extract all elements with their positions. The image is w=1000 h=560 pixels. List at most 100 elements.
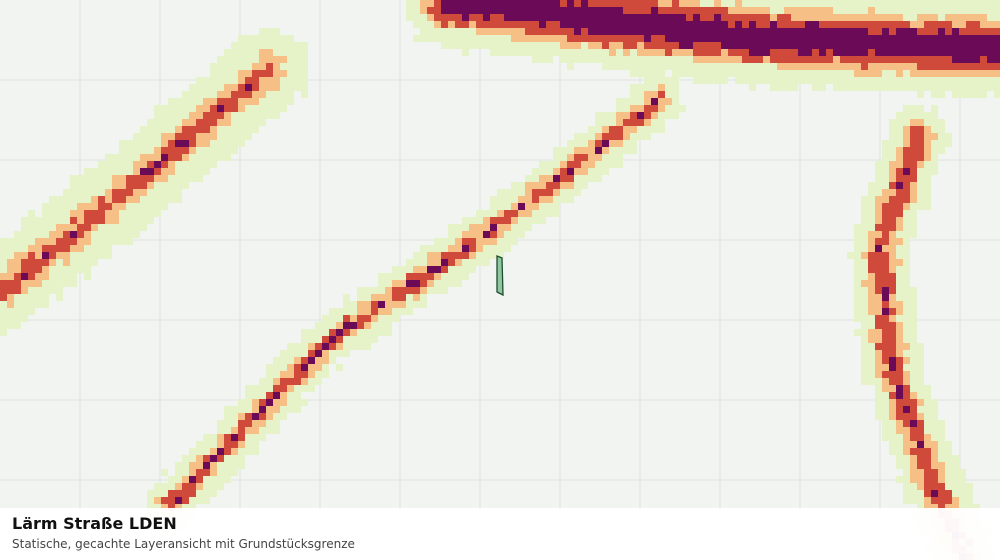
noise-band-high	[399, 287, 406, 294]
noise-band-high	[413, 287, 420, 294]
noise-band-low	[273, 357, 280, 364]
noise-band-high	[735, 14, 742, 21]
noise-band-low	[140, 217, 147, 224]
noise-band-low	[273, 364, 280, 371]
noise-band-low	[63, 273, 70, 280]
noise-band-high	[161, 161, 168, 168]
noise-band-low	[483, 245, 490, 252]
noise-band-low	[441, 28, 448, 35]
noise-band-high	[630, 7, 637, 14]
noise-band-medium	[266, 77, 273, 84]
noise-band-low	[462, 266, 469, 273]
noise-band-very-high	[889, 49, 896, 56]
noise-band-low	[952, 0, 959, 7]
noise-band-medium	[924, 14, 931, 21]
noise-band-low	[679, 105, 686, 112]
noise-band-high	[910, 140, 917, 147]
noise-band-low	[56, 287, 63, 294]
noise-band-low	[917, 378, 924, 385]
noise-band-low	[112, 161, 119, 168]
noise-band-low	[637, 91, 644, 98]
noise-band-high	[462, 252, 469, 259]
noise-band-high	[819, 56, 826, 63]
noise-band-low	[238, 399, 245, 406]
noise-band-high	[875, 280, 882, 287]
noise-band-high	[924, 462, 931, 469]
noise-band-high	[889, 196, 896, 203]
noise-band-low	[105, 154, 112, 161]
noise-band-low	[252, 105, 259, 112]
noise-band-medium	[399, 301, 406, 308]
noise-band-low	[203, 154, 210, 161]
noise-band-medium	[49, 259, 56, 266]
noise-band-high	[462, 21, 469, 28]
noise-band-high	[896, 56, 903, 63]
noise-band-medium	[112, 217, 119, 224]
noise-band-low	[742, 63, 749, 70]
noise-band-low	[882, 420, 889, 427]
noise-band-medium	[609, 42, 616, 49]
noise-band-medium	[917, 483, 924, 490]
noise-band-low	[441, 238, 448, 245]
noise-band-high	[910, 434, 917, 441]
noise-band-very-high	[469, 7, 476, 14]
noise-band-low	[42, 294, 49, 301]
noise-band-medium	[490, 28, 497, 35]
noise-band-medium	[427, 14, 434, 21]
noise-band-low	[847, 77, 854, 84]
noise-band-low	[56, 196, 63, 203]
noise-band-medium	[910, 70, 917, 77]
noise-band-low	[742, 77, 749, 84]
noise-band-low	[504, 35, 511, 42]
noise-band-low	[168, 476, 175, 483]
noise-band-low	[875, 182, 882, 189]
noise-band-very-high	[483, 7, 490, 14]
noise-band-high	[973, 21, 980, 28]
noise-band-very-high	[455, 7, 462, 14]
noise-band-medium	[847, 14, 854, 21]
noise-band-low	[938, 448, 945, 455]
noise-band-high	[126, 175, 133, 182]
noise-band-low	[280, 357, 287, 364]
noise-band-very-high	[742, 28, 749, 35]
noise-band-low	[140, 133, 147, 140]
noise-band-low	[231, 119, 238, 126]
noise-band-medium	[35, 245, 42, 252]
noise-band-very-high	[882, 35, 889, 42]
noise-band-medium	[973, 14, 980, 21]
noise-band-low	[119, 147, 126, 154]
noise-band-very-high	[707, 35, 714, 42]
noise-band-high	[511, 21, 518, 28]
noise-band-low	[917, 112, 924, 119]
noise-band-high	[280, 385, 287, 392]
noise-band-high	[392, 287, 399, 294]
noise-band-medium	[595, 133, 602, 140]
parcel-boundary[interactable]	[496, 255, 504, 297]
noise-band-low	[140, 147, 147, 154]
noise-band-very-high	[840, 49, 847, 56]
noise-band-medium	[896, 301, 903, 308]
noise-band-medium	[910, 392, 917, 399]
noise-band-medium	[308, 343, 315, 350]
noise-band-high	[966, 21, 973, 28]
noise-band-low	[644, 70, 651, 77]
noise-band-medium	[931, 14, 938, 21]
noise-band-low	[441, 287, 448, 294]
noise-band-medium	[868, 301, 875, 308]
noise-band-very-high	[910, 49, 917, 56]
noise-band-low	[896, 77, 903, 84]
noise-band-high	[770, 56, 777, 63]
noise-band-high	[259, 413, 266, 420]
noise-band-low	[385, 280, 392, 287]
noise-band-high	[875, 28, 882, 35]
noise-band-medium	[574, 168, 581, 175]
noise-band-low	[336, 350, 343, 357]
noise-band-medium	[182, 119, 189, 126]
noise-band-high	[763, 14, 770, 21]
noise-band-low	[168, 119, 175, 126]
noise-band-low	[189, 98, 196, 105]
noise-band-high	[700, 14, 707, 21]
noise-band-very-high	[903, 28, 910, 35]
noise-band-high	[175, 147, 182, 154]
noise-band-low	[490, 42, 497, 49]
